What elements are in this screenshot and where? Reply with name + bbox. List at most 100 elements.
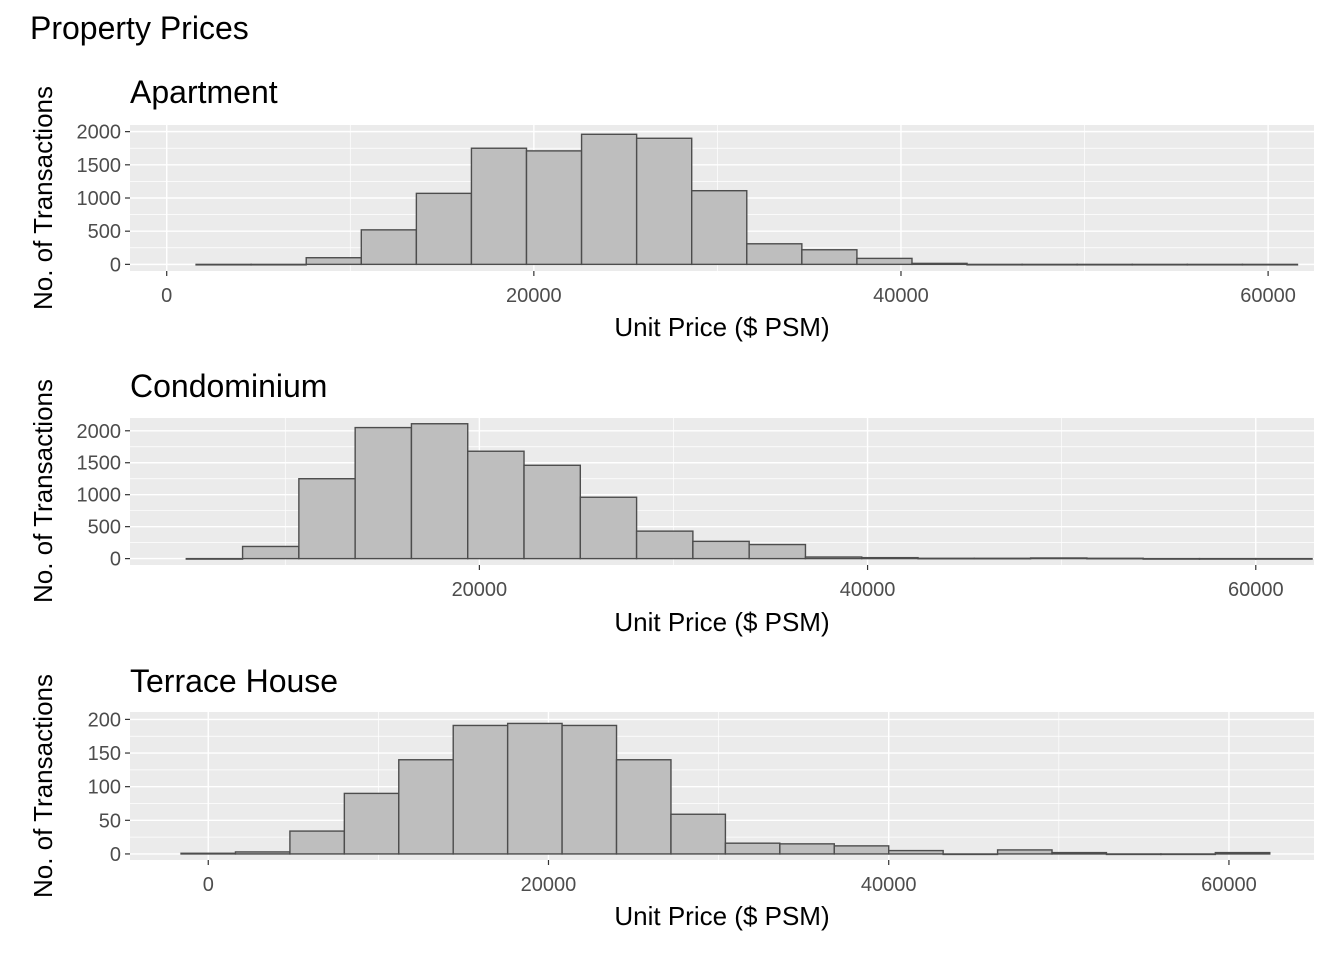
histogram-bar bbox=[398, 759, 454, 855]
y-axis-title: No. of Transactions bbox=[28, 86, 58, 310]
x-tick-label: 60000 bbox=[1228, 579, 1284, 601]
histogram-bar bbox=[917, 557, 976, 560]
figure-title: Property Prices bbox=[30, 10, 249, 46]
x-tick-label: 40000 bbox=[840, 579, 896, 601]
y-tick-label: 500 bbox=[88, 221, 121, 243]
histogram-bar bbox=[305, 257, 362, 266]
histogram-bar bbox=[1086, 557, 1144, 560]
histogram-bar bbox=[1131, 263, 1189, 266]
histogram-bar bbox=[523, 464, 582, 560]
histogram-bar bbox=[561, 724, 618, 855]
histogram-bar bbox=[888, 849, 944, 855]
y-tick-label: 1000 bbox=[77, 188, 122, 210]
x-tick-label: 20000 bbox=[506, 285, 562, 307]
x-axis-title: Unit Price ($ PSM) bbox=[614, 607, 829, 637]
histogram-bar bbox=[234, 851, 291, 855]
histogram-bar bbox=[615, 759, 672, 855]
histogram-bar bbox=[354, 426, 413, 560]
x-tick-label: 20000 bbox=[521, 874, 577, 896]
histogram-bar bbox=[635, 530, 694, 560]
histogram-bar bbox=[298, 478, 356, 560]
y-tick-label: 150 bbox=[88, 743, 121, 765]
y-tick-label: 1500 bbox=[77, 453, 122, 475]
x-tick-label: 40000 bbox=[873, 285, 929, 307]
histogram-bar bbox=[1105, 853, 1162, 856]
x-tick-label: 60000 bbox=[1240, 285, 1296, 307]
x-axis-title: Unit Price ($ PSM) bbox=[614, 901, 829, 931]
histogram-bar bbox=[525, 150, 583, 266]
histogram-bar bbox=[833, 845, 890, 855]
histogram-bar bbox=[746, 243, 803, 266]
histogram-bar bbox=[724, 842, 781, 855]
histogram-bar bbox=[1051, 851, 1108, 855]
histogram-bar bbox=[506, 722, 563, 855]
histogram-bar bbox=[635, 137, 693, 266]
histogram-bar bbox=[856, 257, 913, 266]
y-tick-label: 100 bbox=[88, 777, 121, 799]
histogram-bar bbox=[973, 557, 1032, 560]
y-tick-label: 2000 bbox=[77, 421, 122, 443]
histogram-bar bbox=[1076, 263, 1133, 266]
panel-title: Terrace House bbox=[130, 663, 338, 699]
x-tick-label: 40000 bbox=[861, 874, 917, 896]
x-tick-label: 60000 bbox=[1201, 874, 1257, 896]
histogram-bar bbox=[289, 830, 346, 855]
x-tick-label: 20000 bbox=[452, 579, 508, 601]
y-tick-label: 1000 bbox=[77, 485, 122, 507]
histogram-bar bbox=[1021, 263, 1078, 266]
histogram-bar bbox=[911, 262, 968, 266]
histogram-bar bbox=[1029, 557, 1088, 560]
histogram-bar bbox=[1142, 557, 1201, 560]
y-tick-label: 1500 bbox=[77, 155, 122, 177]
histogram-bar bbox=[580, 133, 638, 266]
panel-condominium: 0 500 1000 1500 2000 20000 40000 60000 Condomini… bbox=[28, 368, 1314, 637]
histogram-bar bbox=[250, 263, 307, 266]
histogram-bar bbox=[415, 192, 473, 266]
histogram-bar bbox=[1214, 851, 1271, 855]
histogram-bar bbox=[1186, 263, 1244, 266]
y-tick-label: 2000 bbox=[77, 122, 122, 144]
histogram-bar bbox=[410, 423, 469, 560]
y-tick-label: 0 bbox=[110, 844, 121, 866]
histogram-bar bbox=[861, 556, 919, 560]
y-tick-label: 50 bbox=[99, 810, 121, 832]
y-tick-label: 0 bbox=[110, 549, 121, 571]
y-tick-label: 200 bbox=[88, 709, 121, 731]
histogram-bar bbox=[467, 450, 525, 560]
x-axis-title: Unit Price ($ PSM) bbox=[614, 312, 829, 342]
histogram-bar bbox=[804, 556, 863, 560]
histogram-bar bbox=[779, 843, 835, 855]
histogram-bar bbox=[1160, 853, 1217, 856]
x-tick-label: 0 bbox=[203, 874, 214, 896]
y-tick-label: 500 bbox=[88, 517, 121, 539]
y-axis-title: No. of Transactions bbox=[28, 674, 58, 898]
histogram-bar bbox=[670, 813, 727, 855]
histogram-bar bbox=[180, 852, 237, 855]
histogram-bar bbox=[942, 853, 999, 856]
histogram-bar bbox=[452, 724, 509, 855]
histogram-bar bbox=[579, 496, 638, 560]
histogram-bar bbox=[185, 557, 244, 560]
histogram-bar bbox=[241, 545, 300, 560]
histogram-bar bbox=[966, 263, 1023, 266]
panel-title: Condominium bbox=[130, 368, 327, 404]
histogram-bar bbox=[1255, 557, 1313, 560]
y-tick-label: 0 bbox=[110, 254, 121, 276]
y-axis-title: No. of Transactions bbox=[28, 379, 58, 603]
histogram-bar bbox=[1198, 557, 1257, 560]
panel-title: Apartment bbox=[130, 74, 278, 110]
histogram-bar bbox=[801, 249, 858, 266]
histogram-bar bbox=[1241, 263, 1299, 266]
histogram-bar bbox=[996, 849, 1053, 855]
histogram-bar bbox=[692, 540, 750, 560]
histogram-bar bbox=[691, 189, 748, 266]
histogram-bar bbox=[748, 543, 807, 560]
panel-terrace-house: 0 50 100 150 200 0 20000 40000 60000 Terrace Hous… bbox=[28, 663, 1314, 931]
histogram-bar bbox=[360, 229, 418, 266]
histogram-bar bbox=[195, 263, 252, 266]
x-tick-label: 0 bbox=[161, 285, 172, 307]
histogram-bar bbox=[470, 147, 528, 266]
histogram-bar bbox=[343, 792, 400, 855]
